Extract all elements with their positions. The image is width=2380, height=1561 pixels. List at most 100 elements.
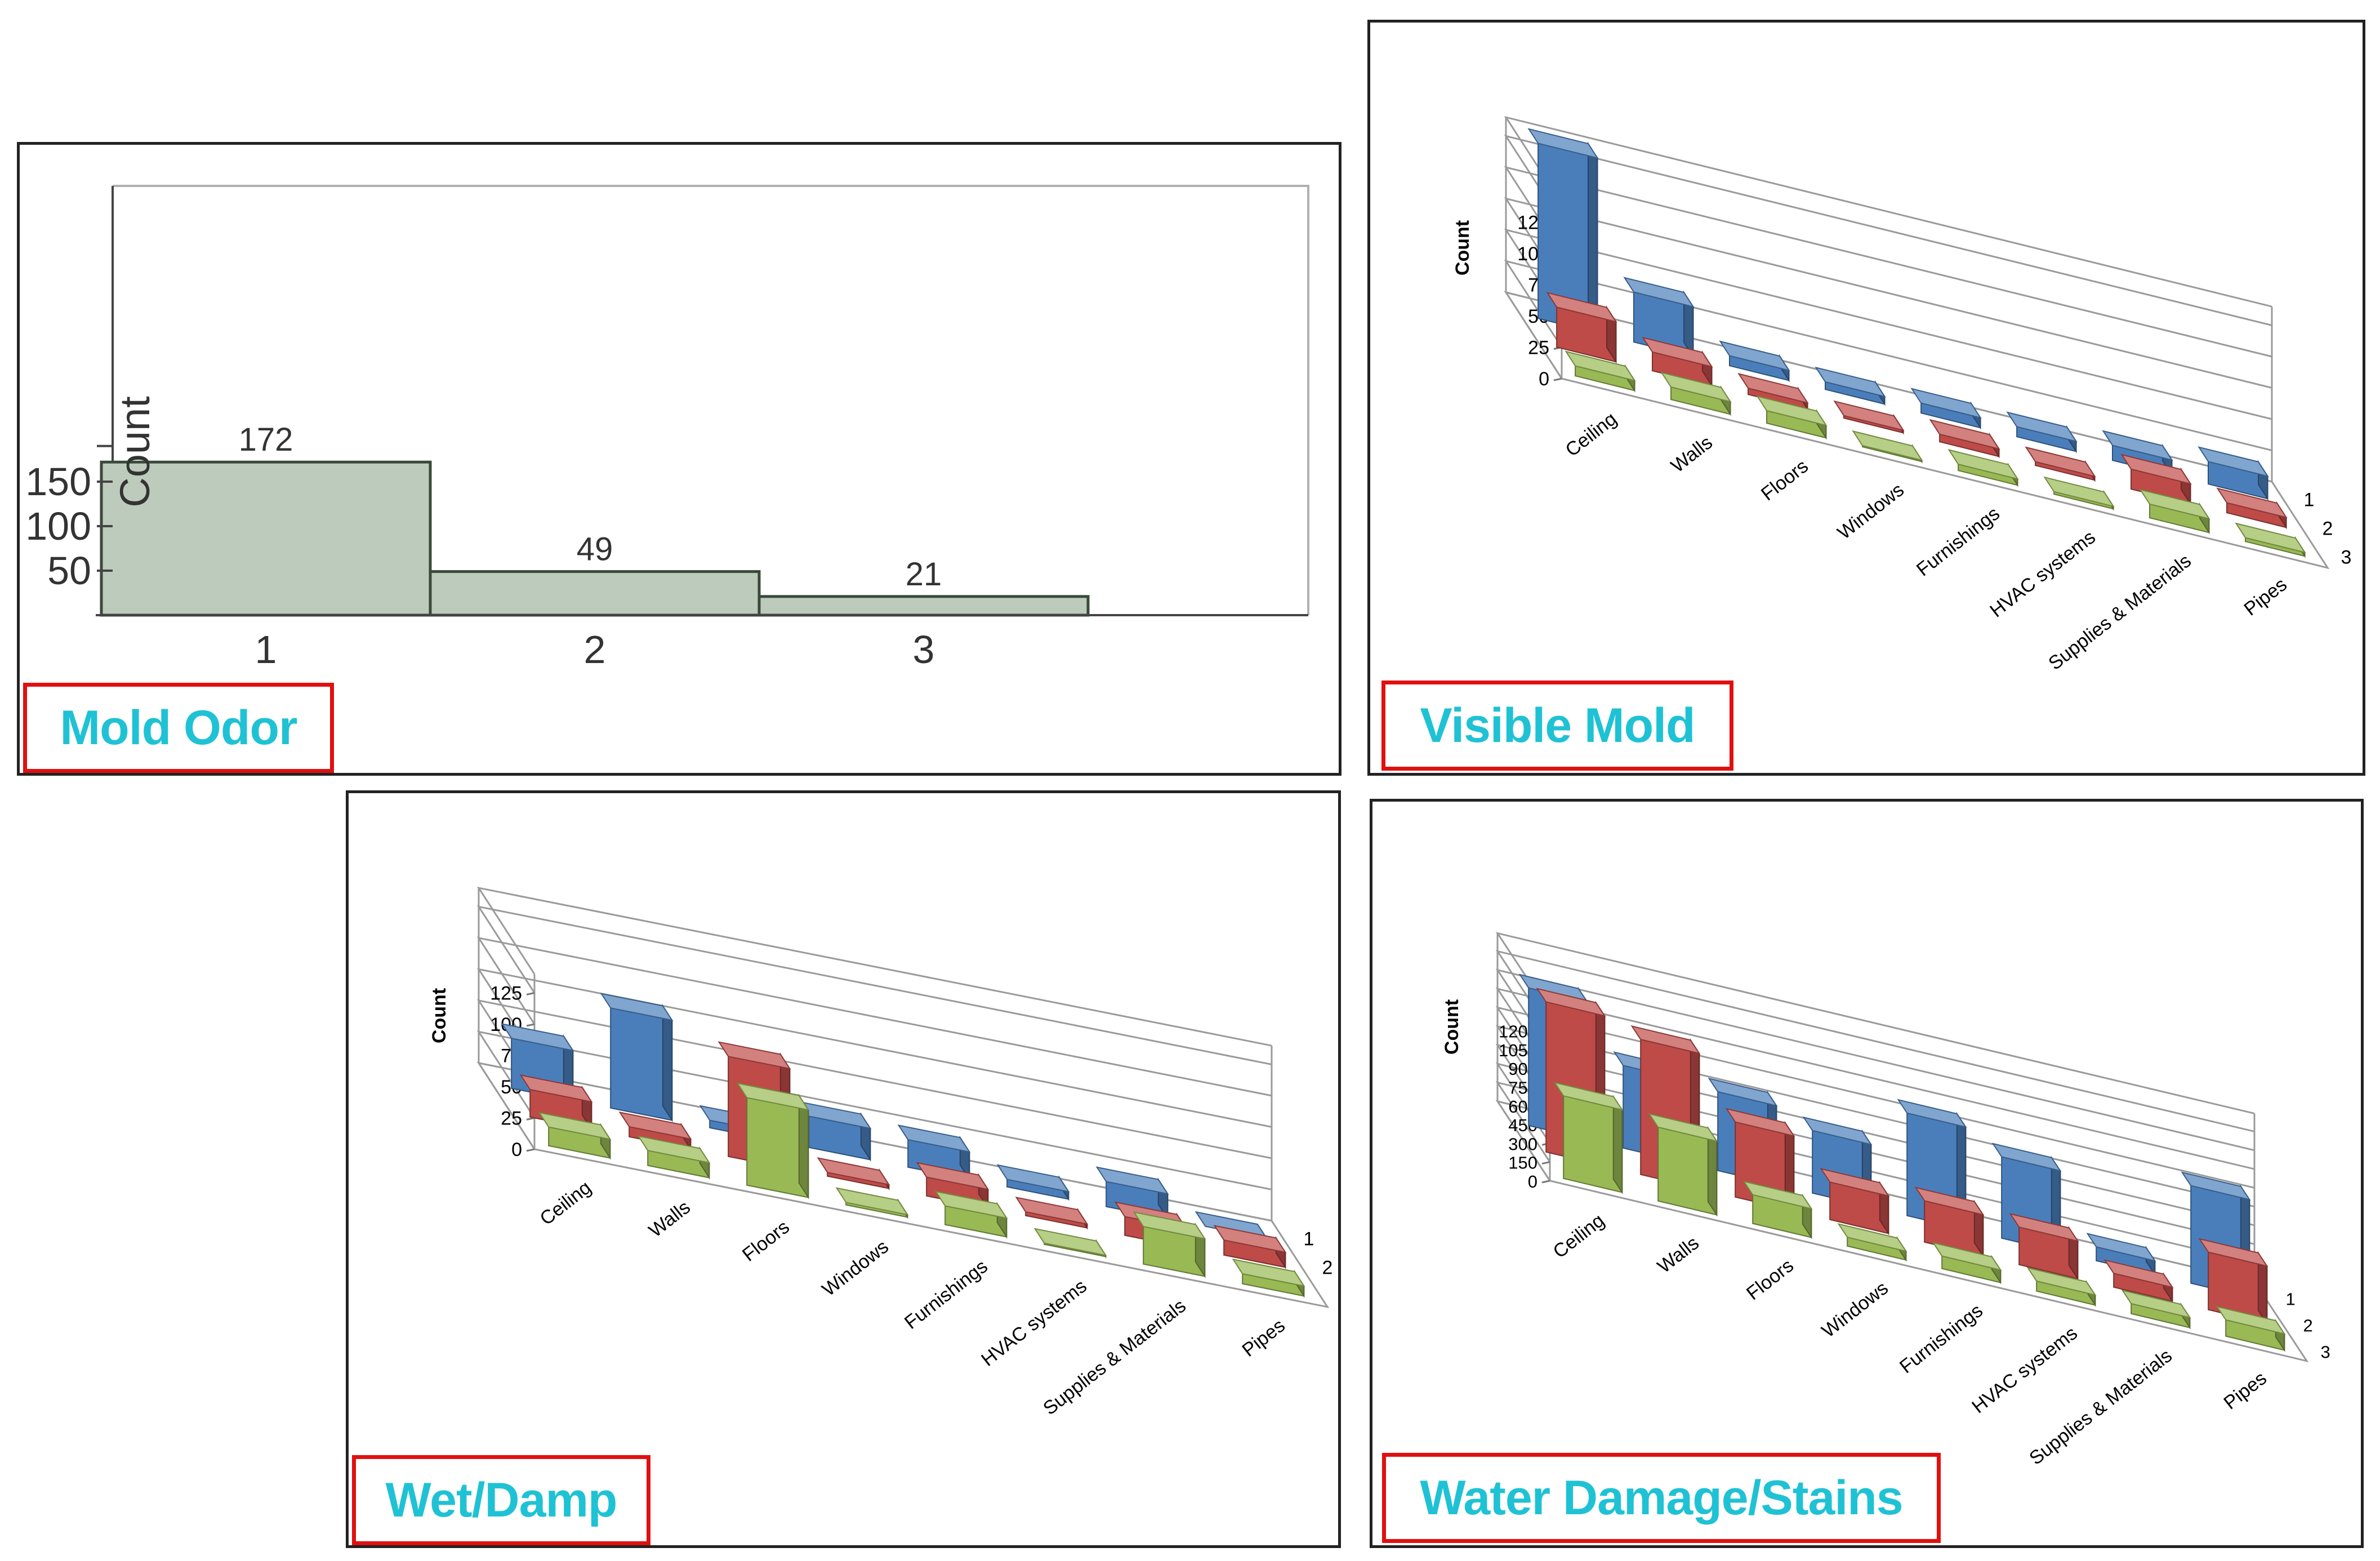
bar-score3-hvac-systems <box>1033 1228 1107 1258</box>
category-label: Pipes <box>2240 573 2291 620</box>
mold-odor-label: Mold Odor <box>23 683 334 773</box>
bar-top <box>2139 488 2210 520</box>
bar-score3-supplies-materials <box>2139 488 2210 535</box>
bar-top <box>2006 411 2078 443</box>
y-tick-label: 150 <box>1508 1153 1537 1173</box>
bar-top <box>1232 1258 1305 1287</box>
score-label: 3 <box>2321 1342 2330 1362</box>
category-label: Walls <box>1667 432 1717 477</box>
bar-top <box>2086 1233 2156 1262</box>
bar-score1-floors <box>1719 340 1790 383</box>
bar-top <box>2103 1259 2174 1288</box>
bar-3 <box>757 595 1090 617</box>
bar-top <box>1837 1223 1907 1252</box>
bar-top <box>1742 1180 1813 1210</box>
bar-score3-walls <box>1660 371 1732 416</box>
bar-top <box>736 1082 810 1111</box>
bar-top <box>1897 1099 1967 1128</box>
bar-score1-hvac-systems <box>996 1164 1070 1201</box>
bar-value-label: 21 <box>906 556 942 593</box>
bar-score3-pipes <box>2216 1305 2286 1353</box>
category-label: Floors <box>738 1216 794 1266</box>
y-tick <box>1553 377 1562 381</box>
bar-score3-walls <box>1648 1113 1718 1217</box>
score-label: 2 <box>2303 1316 2313 1336</box>
bar-top <box>2121 1289 2191 1319</box>
gridline <box>1504 115 2272 308</box>
visible-mold-panel: 0255075100125CountCeilingWallsFloorsWind… <box>1367 20 2365 776</box>
water-damage-panel: 0 150 300 450 600 750 900 1050 1200 Count Ceiling W… <box>1370 799 2364 1548</box>
category-label: Supplies & Materials <box>2044 550 2195 674</box>
y-tick-label: 0 <box>1528 1172 1537 1191</box>
y-tick <box>526 1023 535 1027</box>
bar-top <box>1213 1225 1287 1253</box>
bar-top <box>1947 449 2019 480</box>
bar-top <box>1991 1142 2062 1172</box>
bar-top <box>1546 292 1617 323</box>
wet-damp-label: Wet/Damp <box>352 1455 650 1545</box>
y-tick-label: 50 <box>47 549 91 593</box>
bar-score2-windows <box>1833 400 1905 435</box>
score-label: 2 <box>2323 518 2333 540</box>
bar-score3-ceiling <box>1565 350 1636 393</box>
bar-score1-pipes <box>2198 446 2269 501</box>
bar-score3-pipes <box>1232 1258 1305 1298</box>
x-tick-label: 1 <box>255 628 277 671</box>
bar-score1-windows <box>798 1101 872 1162</box>
category-label: Pipes <box>2220 1367 2271 1413</box>
bar-top <box>600 993 674 1021</box>
bar-score2-floors <box>1737 373 1809 411</box>
score-label: 1 <box>1304 1229 1314 1250</box>
water-damage-label: Water Damage/Stains <box>1382 1453 1941 1543</box>
bar-score2-hvac-systems <box>1015 1197 1089 1230</box>
bar-score1-windows <box>1815 366 1886 406</box>
bar-top <box>897 1124 971 1153</box>
bar-top <box>1802 1116 1873 1146</box>
category-label: Furnishings <box>901 1256 992 1333</box>
bar-score3-hvac-systems <box>2043 476 2115 511</box>
bar-2 <box>429 570 761 617</box>
bar-score2-windows <box>1820 1168 1890 1235</box>
y-axis-title: Count <box>429 988 450 1043</box>
bar-score3-furnishings <box>1932 1242 2002 1285</box>
gridline <box>1504 135 2272 326</box>
gridline <box>476 887 1272 1047</box>
bar-score2-hvac-systems <box>2009 1213 2079 1281</box>
bar-top <box>1756 395 1828 426</box>
bar-top <box>2120 453 2192 485</box>
bar-top <box>1015 1197 1089 1225</box>
y-tick-label: 25 <box>1528 337 1549 359</box>
y-axis-title: Count <box>1441 999 1463 1055</box>
y-tick-label: 150 <box>25 460 91 504</box>
y-axis-title: Count <box>1452 220 1473 275</box>
bar-top <box>1737 373 1809 404</box>
bar-side <box>1612 1095 1623 1194</box>
y-tick-label: 0 <box>511 1139 522 1160</box>
bar-score3-windows <box>835 1187 909 1219</box>
y-tick-label: 25 <box>501 1108 522 1129</box>
bar-score3-windows <box>1837 1223 1907 1262</box>
y-tick-label: 125 <box>490 983 522 1004</box>
bar-top <box>2198 1238 2268 1268</box>
category-label: Walls <box>1653 1232 1703 1277</box>
bar-top <box>817 1157 890 1186</box>
bar-side <box>798 1093 809 1199</box>
gridline <box>1504 166 2272 358</box>
bar-top <box>637 1135 711 1164</box>
category-label: HVAC systems <box>1986 526 2100 621</box>
category-label: Windows <box>1818 1277 1892 1342</box>
bar-top <box>618 1111 692 1140</box>
bar-top <box>519 1074 593 1103</box>
bar-top <box>1642 336 1713 368</box>
bar-side <box>662 1004 673 1122</box>
gridline <box>1504 228 2272 420</box>
bar-top <box>2102 430 2173 461</box>
y-tick-label: 300 <box>1508 1134 1537 1154</box>
category-label: HVAC systems <box>977 1275 1091 1371</box>
bar-top <box>1133 1211 1206 1240</box>
category-label: Pipes <box>1238 1315 1289 1361</box>
bar-top <box>1553 1082 1624 1111</box>
bar-top <box>1725 1108 1795 1137</box>
bar-top <box>2009 1213 2079 1242</box>
